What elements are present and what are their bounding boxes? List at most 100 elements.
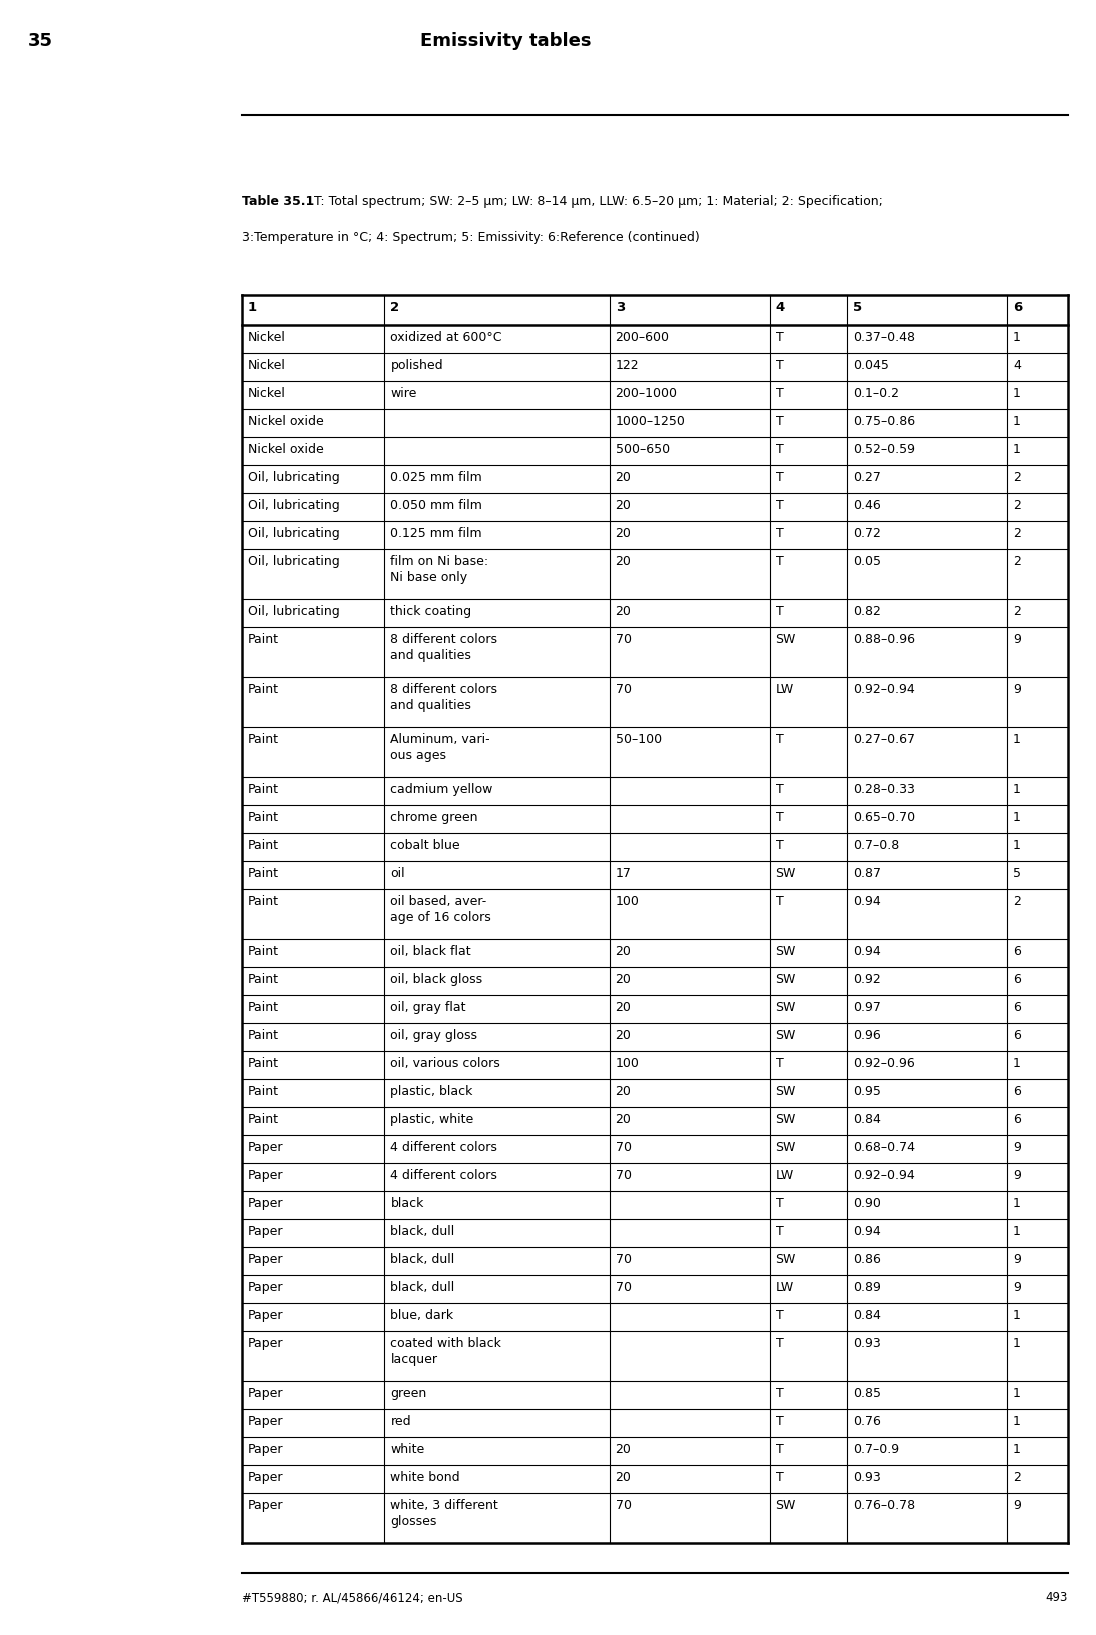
Text: 6: 6 (1013, 1086, 1021, 1099)
Text: 1: 1 (1013, 1056, 1021, 1069)
Text: Paint: Paint (248, 1086, 279, 1099)
Text: white: white (390, 1444, 425, 1457)
Text: 0.72: 0.72 (853, 526, 881, 540)
Text: 1: 1 (1013, 415, 1021, 428)
Text: T: T (776, 894, 784, 907)
Text: 4 different colors: 4 different colors (390, 1141, 498, 1154)
Text: 500–650: 500–650 (616, 443, 670, 456)
Text: 1: 1 (1013, 1386, 1021, 1400)
Text: 0.65–0.70: 0.65–0.70 (853, 811, 915, 824)
Text: 20: 20 (616, 945, 631, 958)
Text: Oil, lubricating: Oil, lubricating (248, 471, 340, 484)
Text: plastic, black: plastic, black (390, 1086, 472, 1099)
Text: 0.27: 0.27 (853, 471, 881, 484)
Text: 70: 70 (616, 1169, 631, 1182)
Text: Nickel oxide: Nickel oxide (248, 415, 323, 428)
Text: 0.045: 0.045 (853, 360, 889, 373)
Text: 0.88–0.96: 0.88–0.96 (853, 633, 915, 646)
Text: film on Ni base:
Ni base only: film on Ni base: Ni base only (390, 554, 489, 584)
Text: 6: 6 (1013, 945, 1021, 958)
Text: Paint: Paint (248, 867, 279, 880)
Text: 3: 3 (616, 301, 625, 314)
Text: T: T (776, 415, 784, 428)
Text: T: T (776, 554, 784, 567)
Text: 200–600: 200–600 (616, 330, 670, 343)
Text: T: T (776, 783, 784, 796)
Text: T: T (776, 471, 784, 484)
Text: 0.52–0.59: 0.52–0.59 (853, 443, 915, 456)
Text: 2: 2 (1013, 1472, 1021, 1485)
Text: 70: 70 (616, 1280, 631, 1293)
Text: oil, black gloss: oil, black gloss (390, 973, 482, 986)
Text: Paint: Paint (248, 1001, 279, 1014)
Text: 1: 1 (1013, 1310, 1021, 1323)
Text: 0.125 mm film: 0.125 mm film (390, 526, 482, 540)
Text: oil, various colors: oil, various colors (390, 1056, 500, 1069)
Text: 0.1–0.2: 0.1–0.2 (853, 387, 899, 401)
Text: 1: 1 (1013, 1414, 1021, 1427)
Text: 0.27–0.67: 0.27–0.67 (853, 732, 915, 746)
Text: Paper: Paper (248, 1310, 284, 1323)
Text: 20: 20 (616, 471, 631, 484)
Text: T: T (776, 1197, 784, 1210)
Text: Nickel: Nickel (248, 387, 286, 401)
Text: Paper: Paper (248, 1169, 284, 1182)
Text: 6: 6 (1013, 1001, 1021, 1014)
Text: 9: 9 (1013, 1499, 1021, 1512)
Text: Paper: Paper (248, 1280, 284, 1293)
Text: 493: 493 (1046, 1591, 1068, 1604)
Text: plastic, white: plastic, white (390, 1113, 473, 1127)
Text: 20: 20 (616, 554, 631, 567)
Text: 5: 5 (1013, 867, 1021, 880)
Text: Paint: Paint (248, 1056, 279, 1069)
Text: SW: SW (776, 945, 796, 958)
Text: 4: 4 (1013, 360, 1021, 373)
Text: 70: 70 (616, 1499, 631, 1512)
Text: Aluminum, vari-
ous ages: Aluminum, vari- ous ages (390, 732, 490, 762)
Text: 9: 9 (1013, 1252, 1021, 1265)
Text: Paint: Paint (248, 1028, 279, 1041)
Text: 0.92–0.94: 0.92–0.94 (853, 1169, 915, 1182)
Text: black, dull: black, dull (390, 1280, 455, 1293)
Text: 0.84: 0.84 (853, 1113, 881, 1127)
Text: 2: 2 (390, 301, 400, 314)
Text: 2: 2 (1013, 554, 1021, 567)
Text: black, dull: black, dull (390, 1252, 455, 1265)
Text: 1000–1250: 1000–1250 (616, 415, 685, 428)
Text: SW: SW (776, 867, 796, 880)
Text: LW: LW (776, 1280, 794, 1293)
Text: 0.68–0.74: 0.68–0.74 (853, 1141, 915, 1154)
Text: 0.92–0.96: 0.92–0.96 (853, 1056, 915, 1069)
Text: 1: 1 (1013, 783, 1021, 796)
Text: T: Total spectrum; SW: 2–5 μm; LW: 8–14 μm, LLW: 6.5–20 μm; 1: Material; 2: Spec: T: Total spectrum; SW: 2–5 μm; LW: 8–14 … (302, 195, 883, 208)
Text: 0.85: 0.85 (853, 1386, 881, 1400)
Text: 4 different colors: 4 different colors (390, 1169, 498, 1182)
Text: 70: 70 (616, 1252, 631, 1265)
Text: T: T (776, 443, 784, 456)
Text: Paper: Paper (248, 1252, 284, 1265)
Text: T: T (776, 499, 784, 512)
Text: 20: 20 (616, 1472, 631, 1485)
Text: 122: 122 (616, 360, 639, 373)
Text: 20: 20 (616, 499, 631, 512)
Text: SW: SW (776, 633, 796, 646)
Text: LW: LW (776, 1169, 794, 1182)
Text: Paper: Paper (248, 1197, 284, 1210)
Text: Paint: Paint (248, 945, 279, 958)
Text: 0.7–0.9: 0.7–0.9 (853, 1444, 899, 1457)
Text: Paint: Paint (248, 783, 279, 796)
Text: T: T (776, 732, 784, 746)
Text: 0.025 mm film: 0.025 mm film (390, 471, 482, 484)
Text: Oil, lubricating: Oil, lubricating (248, 605, 340, 618)
Text: oil, gray gloss: oil, gray gloss (390, 1028, 478, 1041)
Text: LW: LW (776, 683, 794, 697)
Text: 20: 20 (616, 1113, 631, 1127)
Text: cadmium yellow: cadmium yellow (390, 783, 493, 796)
Text: 0.89: 0.89 (853, 1280, 881, 1293)
Text: wire: wire (390, 387, 416, 401)
Text: T: T (776, 330, 784, 343)
Text: T: T (776, 839, 784, 852)
Text: cobalt blue: cobalt blue (390, 839, 460, 852)
Text: 50–100: 50–100 (616, 732, 662, 746)
Text: Emissivity tables: Emissivity tables (420, 33, 592, 51)
